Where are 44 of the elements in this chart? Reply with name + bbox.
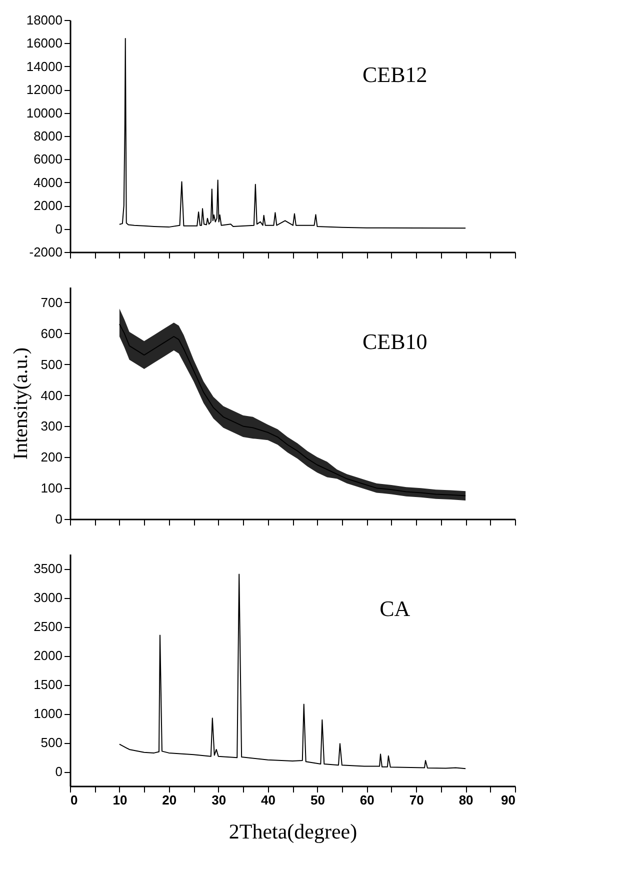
y-tick-label: 8000 — [34, 128, 62, 144]
x-tick-label: 30 — [212, 792, 226, 808]
line-series — [118, 574, 466, 770]
x-tick-label: 80 — [458, 792, 474, 808]
x-tick-label: 60 — [360, 792, 374, 808]
x-tick-label: 10 — [112, 792, 128, 808]
annotation: CEB12 — [362, 62, 428, 87]
x-tick-label: 20 — [162, 792, 177, 808]
y-tick-label: 0 — [55, 764, 62, 779]
y-tick-label: 1500 — [34, 677, 62, 692]
y-tick-label: 500 — [40, 735, 62, 750]
y-tick-label: 14000 — [26, 58, 62, 74]
y-tick-label: -2000 — [29, 244, 62, 260]
y-tick-label: 200 — [40, 450, 62, 465]
y-axis-title: Intensity(a.u.) — [10, 347, 32, 460]
y-tick-label: 6000 — [34, 152, 62, 167]
y-tick-label: 500 — [40, 356, 62, 372]
x-tick-label: 70 — [409, 792, 424, 808]
x-axis-title: 2Theta(degree) — [228, 820, 358, 844]
y-tick-label: 1000 — [34, 706, 62, 721]
y-tick-label: 0 — [55, 512, 62, 526]
y-tick-label: 300 — [40, 418, 62, 434]
y-tick-label: 3000 — [34, 590, 62, 605]
y-tick-label: 18000 — [26, 12, 62, 28]
y-tick-label: 10000 — [26, 105, 62, 120]
annotation: CA — [380, 596, 410, 621]
line-series — [118, 38, 466, 229]
y-tick-label: 2500 — [34, 619, 62, 634]
annotation: CEB10 — [362, 329, 428, 354]
y-tick-label: 400 — [40, 388, 62, 403]
x-tick-label: 50 — [310, 792, 325, 808]
y-tick-label: 100 — [40, 480, 62, 496]
y-tick-label: 2000 — [34, 198, 62, 214]
y-tick-label: 12000 — [26, 82, 62, 98]
y-tick-label: 600 — [40, 326, 62, 341]
y-tick-label: 0 — [55, 221, 62, 236]
y-tick-label: 2000 — [34, 648, 62, 663]
x-tick-label: 40 — [261, 792, 276, 808]
y-tick-label: 16000 — [26, 36, 62, 51]
y-tick-label: 700 — [40, 294, 62, 310]
y-tick-label: 3500 — [34, 561, 62, 576]
y-tick-label: 4000 — [34, 174, 62, 190]
x-tick-label: 90 — [501, 792, 516, 808]
x-tick-label: 0 — [70, 792, 78, 808]
